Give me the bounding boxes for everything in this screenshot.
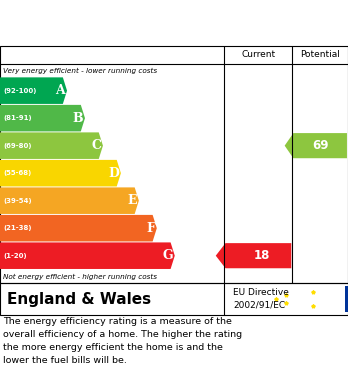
Text: (1-20): (1-20) xyxy=(3,253,27,259)
Polygon shape xyxy=(285,133,347,158)
Polygon shape xyxy=(0,160,121,187)
Text: C: C xyxy=(91,139,101,152)
Text: B: B xyxy=(73,112,83,125)
Text: D: D xyxy=(108,167,119,180)
Polygon shape xyxy=(0,187,139,214)
Text: Potential: Potential xyxy=(300,50,340,59)
Polygon shape xyxy=(0,77,67,104)
Text: (81-91): (81-91) xyxy=(3,115,32,121)
Polygon shape xyxy=(216,243,291,268)
Text: A: A xyxy=(56,84,65,97)
Text: Current: Current xyxy=(241,50,276,59)
Text: G: G xyxy=(163,249,173,262)
Text: Very energy efficient - lower running costs: Very energy efficient - lower running co… xyxy=(3,68,158,74)
Text: 18: 18 xyxy=(254,249,270,262)
Text: (39-54): (39-54) xyxy=(3,198,32,204)
Text: EU Directive
2002/91/EC: EU Directive 2002/91/EC xyxy=(233,289,289,310)
Text: The energy efficiency rating is a measure of the
overall efficiency of a home. T: The energy efficiency rating is a measur… xyxy=(3,317,243,364)
Text: England & Wales: England & Wales xyxy=(7,292,151,307)
Text: Energy Efficiency Rating: Energy Efficiency Rating xyxy=(9,18,230,33)
Bar xyxy=(345,286,348,312)
Text: (21-38): (21-38) xyxy=(3,225,32,231)
Text: Not energy efficient - higher running costs: Not energy efficient - higher running co… xyxy=(3,274,158,280)
Polygon shape xyxy=(0,215,157,242)
Text: (92-100): (92-100) xyxy=(3,88,37,93)
Polygon shape xyxy=(0,242,175,269)
Text: 69: 69 xyxy=(312,139,329,152)
Polygon shape xyxy=(0,133,103,159)
Text: (69-80): (69-80) xyxy=(3,143,32,149)
Text: E: E xyxy=(128,194,137,207)
Text: F: F xyxy=(146,222,155,235)
Text: (55-68): (55-68) xyxy=(3,170,32,176)
Polygon shape xyxy=(0,105,85,131)
